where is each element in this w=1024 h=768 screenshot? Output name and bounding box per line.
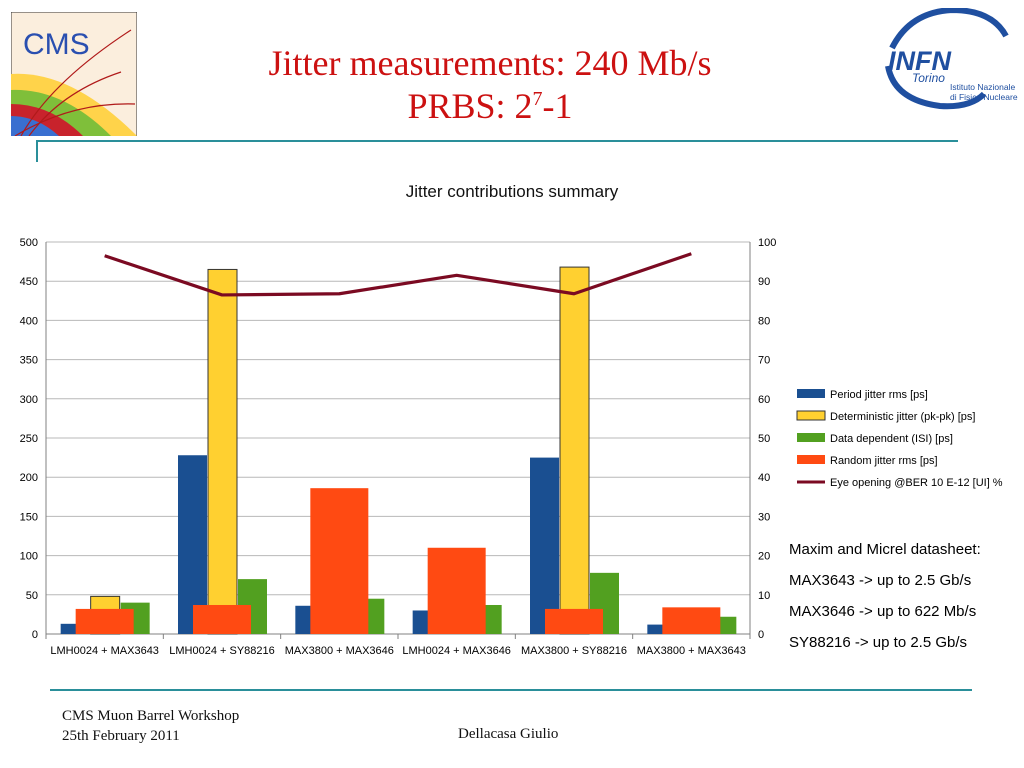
bar-random-jitter [193,604,251,634]
x-tick-label: LMH0024 + MAX3643 [50,645,159,657]
legend-label: Deterministic jitter (pk-pk) [ps] [830,411,975,423]
top-divider-tick [36,140,38,162]
y2-tick-label: 90 [758,276,770,288]
slide-title-line2-base: PRBS: 2 [407,86,533,126]
y-tick-label: 250 [20,433,38,445]
cms-logo-text: CMS [23,28,90,61]
note-line: MAX3643 -> up to 2.5 Gb/s [789,572,972,589]
y2-tick-label: 50 [758,433,770,445]
legend-label: Period jitter rms [ps] [830,389,928,401]
infn-logo-desc1: Istituto Nazionale [950,82,1015,92]
y2-tick-label: 40 [758,472,770,484]
footer-event: CMS Muon Barrel Workshop 25th February 2… [62,706,239,746]
x-tick-label: LMH0024 + MAX3646 [402,645,511,657]
x-tick-label: MAX3800 + SY88216 [521,645,627,657]
bar-period-jitter [60,623,90,634]
y-tick-label: 50 [26,590,38,602]
y-tick-label: 300 [20,394,38,406]
y-tick-label: 0 [32,629,38,641]
infn-logo-desc2: di Fisica Nucleare [950,92,1018,102]
slide-title: Jitter measurements: 240 Mb/s PRBS: 27-1 [200,42,780,128]
y2-tick-label: 70 [758,355,770,367]
top-divider [36,140,958,142]
legend-label: Eye opening @BER 10 E-12 [UI] % [830,477,1003,489]
bar-period-jitter [647,624,677,634]
note-line: SY88216 -> up to 2.5 Gb/s [789,634,968,651]
bottom-divider [50,689,972,691]
legend-swatch [797,455,825,464]
y-tick-label: 150 [20,511,38,523]
chart-title: Jitter contributions summary [405,182,619,201]
bar-period-jitter [530,457,559,634]
legend-swatch [797,389,825,398]
footer-date: 25th February 2011 [62,728,180,744]
y-tick-label: 500 [20,237,38,249]
datasheet-notes: Maxim and Micrel datasheet: MAX3643 -> u… [789,534,981,658]
bar-random-jitter [75,608,134,634]
y-tick-label: 100 [20,551,38,563]
slide-title-line1: Jitter measurements: 240 Mb/s [268,43,712,83]
infn-logo: INFN Torino Istituto Nazionale di Fisica… [885,8,1018,110]
y-tick-label: 400 [20,315,38,327]
y-tick-label: 200 [20,472,38,484]
note-line: Maxim and Micrel datasheet: [789,541,981,558]
y2-tick-label: 20 [758,551,770,563]
slide-title-line2-tail: -1 [542,86,573,126]
bar-random-jitter [545,608,603,634]
x-tick-label: MAX3800 + MAX3643 [637,645,746,657]
bar-deterministic-jitter [207,268,238,635]
legend-label: Data dependent (ISI) [ps] [830,433,953,445]
y2-tick-label: 100 [758,237,776,249]
legend-swatch [797,433,825,442]
y-tick-label: 450 [20,276,38,288]
x-tick-label: MAX3800 + MAX3646 [285,645,394,657]
legend-swatch [796,410,826,421]
slide-title-line2-sup: 7 [532,88,543,110]
bar-deterministic-jitter [559,266,590,635]
infn-logo-text: INFN [888,46,951,76]
x-tick-label: LMH0024 + SY88216 [169,645,275,657]
y2-tick-label: 30 [758,511,770,523]
cms-logo: CMS [11,12,137,136]
bar-random-jitter [662,607,721,634]
infn-logo-sub: Torino [912,71,945,85]
y2-tick-label: 80 [758,315,770,327]
slide-title-line2: PRBS: 27-1 [200,85,780,128]
jitter-chart: 0 50 100 150 200 250 300 350 400 450 500 0 10 20 30 40 5… [20,237,1003,657]
y2-tick-label: 10 [758,590,770,602]
bar-period-jitter [178,455,207,634]
y-tick-label: 350 [20,355,38,367]
legend-label: Random jitter rms [ps] [830,455,938,467]
y2-tick-label: 0 [758,629,764,641]
line-eye-opening [104,252,692,297]
note-line: MAX3646 -> up to 622 Mb/s [789,603,977,620]
bar-random-jitter [427,547,486,634]
y2-tick-label: 60 [758,394,770,406]
footer-author: Dellacasa Giulio [458,726,559,742]
bar-random-jitter [310,488,369,634]
footer-workshop: CMS Muon Barrel Workshop [62,708,240,724]
